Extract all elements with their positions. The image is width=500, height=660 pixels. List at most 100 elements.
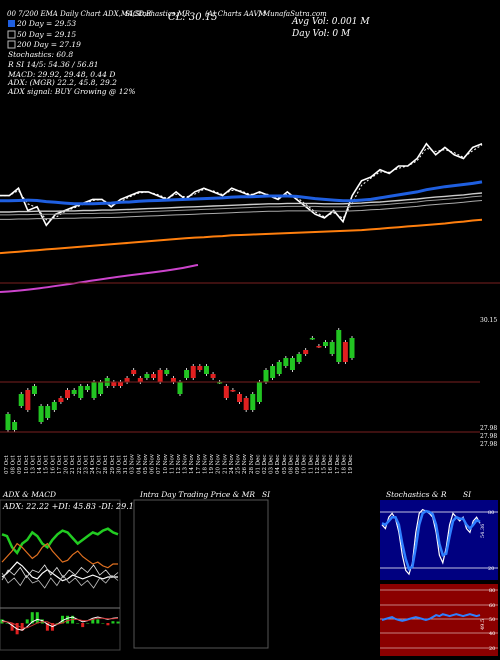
date-tick-label: 05 Dec	[282, 455, 288, 475]
date-tick-label: 15 Dec	[322, 455, 328, 475]
candle-body	[184, 370, 190, 378]
mr-tick-60: 60	[489, 603, 495, 609]
date-tick-label: 05 Nov	[143, 453, 149, 474]
macd-histogram-bar	[106, 623, 110, 626]
macd-line	[1, 616, 119, 631]
candle-body	[223, 386, 229, 398]
macd-histogram-bar	[25, 619, 29, 624]
day-volume-label: Day Vol: 0 M	[291, 29, 351, 39]
date-tick-label: 17 Dec	[335, 455, 341, 475]
price-axis-label-top: 30.15	[480, 317, 497, 324]
close-price-label: CL: 30.15	[168, 12, 217, 23]
date-tick-label: 14 Oct	[37, 455, 43, 474]
candle-body	[157, 370, 163, 382]
price-dotted-line	[0, 144, 483, 221]
candle-body	[170, 378, 176, 382]
date-tick-label: 23 Oct	[83, 455, 89, 474]
candle-body	[25, 390, 31, 410]
candle-body	[84, 386, 90, 390]
candle-body	[309, 338, 315, 340]
average-volume-label: Avg Vol: 0.001 M	[291, 17, 370, 27]
mr-lines	[381, 613, 481, 622]
candle-body	[336, 330, 342, 362]
date-tick-label: 16 Dec	[328, 455, 334, 475]
candle-body	[263, 370, 269, 382]
candle-body	[78, 386, 84, 398]
date-tick-label: 12 Dec	[315, 455, 321, 475]
adx-value-label: ADX: (MGR) 22.2, 45.8, 29.2	[7, 78, 117, 87]
ema50-shadow-line	[0, 195, 483, 216]
date-tick-label: 16 Oct	[50, 455, 56, 474]
date-tick-label: 21 Nov	[222, 453, 228, 474]
date-tick-label: 21 Oct	[70, 455, 76, 474]
candle-body	[210, 374, 216, 378]
date-tick-label: 08 Oct	[11, 455, 17, 474]
date-tick-label: 04 Dec	[275, 455, 281, 475]
mr-tick-50: 50	[489, 617, 495, 623]
candle-body	[256, 382, 262, 402]
ema20-line	[0, 180, 483, 206]
date-tick-label: 17 Oct	[57, 455, 63, 474]
ema50-line	[0, 192, 483, 213]
ema100-line	[0, 200, 483, 220]
macd-histogram-bar	[101, 623, 105, 624]
adx-series-line	[1, 527, 119, 556]
date-tick-label: 09 Dec	[295, 455, 301, 475]
price-ema-panel	[0, 142, 483, 255]
date-tick-label: 27 Oct	[97, 455, 103, 474]
macd-histogram-bar	[96, 619, 100, 624]
intraday-panel	[133, 499, 269, 649]
date-tick-label: 07 Oct	[4, 455, 10, 474]
candle-body	[230, 390, 236, 392]
date-tick-label: 07 Nov	[156, 453, 162, 474]
candle-body	[65, 390, 71, 398]
macd-histogram-bar	[91, 619, 95, 624]
symbol-label: (A) Charts AAVM	[205, 10, 267, 18]
adx-panel-title: ADX & MACD	[2, 490, 56, 499]
si-value-label: R SI 14/5: 54.36 / 56.81	[7, 60, 99, 69]
candle-body	[270, 366, 276, 378]
candle-body	[323, 342, 329, 346]
company-label: ) MunafaSutra.com	[257, 10, 327, 18]
candle-body	[45, 406, 51, 418]
date-tick-label: 11 Nov	[169, 453, 175, 474]
mr-tick-20: 20	[489, 646, 495, 652]
candle-body	[111, 382, 117, 386]
stochastics-d-line	[381, 509, 481, 571]
ema50-legend-label: 50 Day = 29.15	[17, 30, 76, 39]
macd-histogram-bar	[20, 623, 24, 631]
candle-body	[203, 366, 209, 374]
date-tick-label: 08 Dec	[288, 455, 294, 475]
date-tick-label: 03 Dec	[269, 455, 275, 475]
macd-lines	[0, 612, 120, 635]
stoch-si-value: 54.36	[480, 524, 486, 538]
date-tick-label: 10 Dec	[302, 455, 308, 475]
date-tick-label: 20 Nov	[216, 453, 222, 474]
stochastics-si-label: SI	[463, 490, 472, 499]
price-axis-label-1: 27.98	[480, 425, 497, 432]
macd-histogram-bar	[10, 623, 14, 631]
candle-body	[276, 362, 282, 374]
date-tick-label: 24 Nov	[229, 453, 235, 474]
mr-value: 49.5	[480, 619, 486, 630]
candle-body	[164, 370, 170, 374]
stoch-tick-20: 20	[488, 566, 494, 572]
stochastics-panel-title: Stochastics & R	[386, 490, 447, 499]
candle-body	[237, 394, 243, 402]
candle-body	[51, 402, 57, 410]
intraday-si-label: SI	[262, 490, 271, 499]
candle-body	[131, 370, 137, 374]
macd-histogram-bar	[55, 623, 59, 624]
adx-signal-label: ADX signal: BUY Growing @ 12%	[7, 87, 135, 96]
macd-value-label: MACD: 29.92, 29.48, 0.44 D	[7, 70, 115, 79]
candle-body	[289, 358, 295, 370]
macd-histogram-bar	[5, 623, 9, 624]
adx-aux-line-2	[1, 572, 119, 589]
candle-body	[303, 350, 309, 354]
stochastics-lines	[381, 508, 481, 576]
adx-lines	[1, 527, 119, 589]
date-tick-label: 17 Nov	[196, 453, 202, 474]
date-tick-label: 24 Oct	[90, 455, 96, 474]
date-tick-label: 26 Nov	[242, 453, 248, 474]
date-tick-label: 15 Oct	[44, 455, 50, 474]
